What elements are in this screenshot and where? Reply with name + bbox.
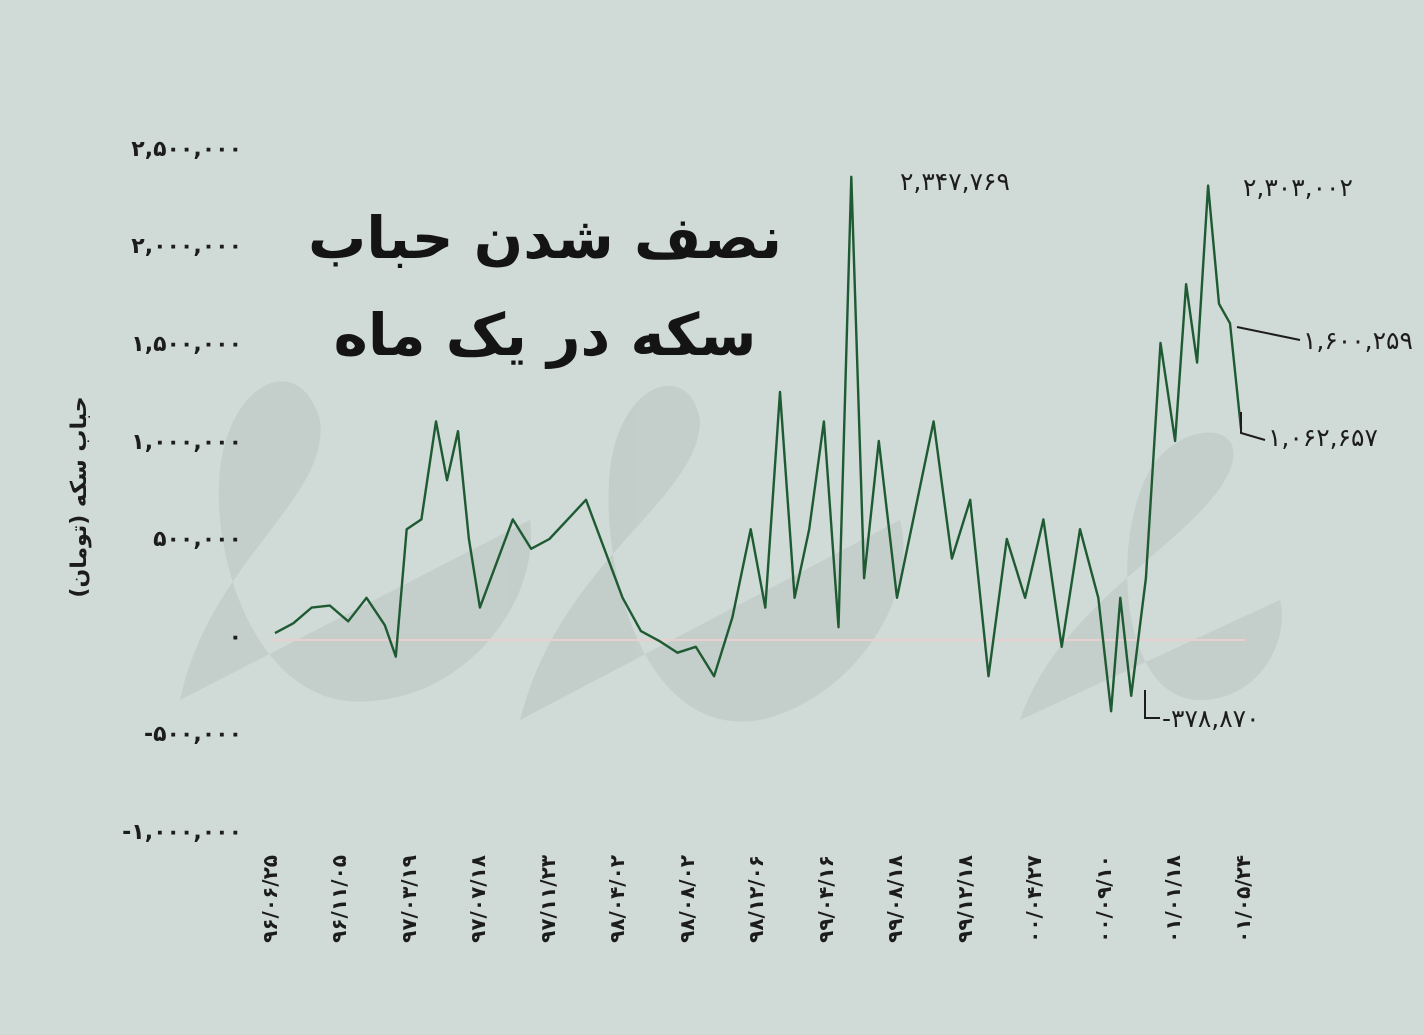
y-tick-label: -۵۰۰,۰۰۰ [144,722,242,747]
x-tick-label: ۹۹/۰۴/۱۶ [814,855,838,943]
x-tick-label: ۹۶/۱۱/۰۵ [327,855,351,943]
x-tick-label: ۹۷/۰۷/۱۸ [466,855,490,943]
annotation-leaders [1144,326,1301,719]
series-line [274,175,1243,713]
y-tick-label: ۰ [229,625,242,650]
annotation-max: ۲,۳۴۷,۷۶۹ [900,167,1010,196]
y-tick-label: ۲,۰۰۰,۰۰۰ [131,234,242,259]
y-tick-label: -۱,۰۰۰,۰۰۰ [122,820,242,845]
chart-title-line-2: سکه در یک ماه [334,301,757,369]
x-tick-label: ۹۹/۱۲/۱۸ [953,855,977,943]
x-tick-label: ۹۷/۰۳/۱۹ [397,855,421,943]
leader-line [1236,326,1301,341]
leader-line [1240,412,1266,441]
x-tick-label: ۰۰/۰۹/۱۰ [1092,855,1116,943]
leader-line [1144,690,1160,719]
x-tick-label: ۰۰/۰۴/۲۷ [1022,855,1046,943]
y-tick-label: ۱,۰۰۰,۰۰۰ [131,430,242,455]
annotation-recent-high: ۱,۶۰۰,۲۵۹ [1303,326,1413,355]
x-tick-label: ۹۸/۰۴/۰۲ [605,855,629,943]
annotation-min: -۳۷۸,۸۷۰ [1162,704,1260,733]
chart-title-line-1: نصف شدن حباب [308,204,782,272]
watermark [180,381,1282,722]
y-tick-label: ۲,۵۰۰,۰۰۰ [131,137,242,162]
annotation-peak: ۲,۳۰۳,۰۰۲ [1243,173,1353,202]
annotation-latest: ۱,۰۶۲,۶۵۷ [1268,423,1378,452]
x-tick-label: ۹۹/۰۸/۱۸ [883,855,907,943]
x-tick-label: ۹۷/۱۱/۲۳ [536,855,560,943]
x-tick-label: ۹۸/۱۲/۰۶ [744,855,768,943]
y-axis-label: حباب سکه (تومان) [67,396,92,597]
x-tick-label: ۰۱/۰۵/۲۴ [1231,855,1255,943]
x-tick-label: ۰۱/۰۱/۱۸ [1161,855,1185,943]
y-tick-label: ۵۰۰,۰۰۰ [153,527,242,552]
x-axis-ticks: ۹۶/۰۶/۲۵ ۹۶/۱۱/۰۵ ۹۷/۰۳/۱۹ ۹۷/۰۷/۱۸ ۹۷/۱… [258,855,1255,943]
x-tick-label: ۹۶/۰۶/۲۵ [258,855,282,943]
y-tick-label: ۱,۵۰۰,۰۰۰ [131,332,242,357]
x-tick-label: ۹۸/۰۸/۰۲ [675,855,699,943]
y-axis-ticks: ۲,۵۰۰,۰۰۰ ۲,۰۰۰,۰۰۰ ۱,۵۰۰,۰۰۰ ۱,۰۰۰,۰۰۰ … [122,137,242,845]
